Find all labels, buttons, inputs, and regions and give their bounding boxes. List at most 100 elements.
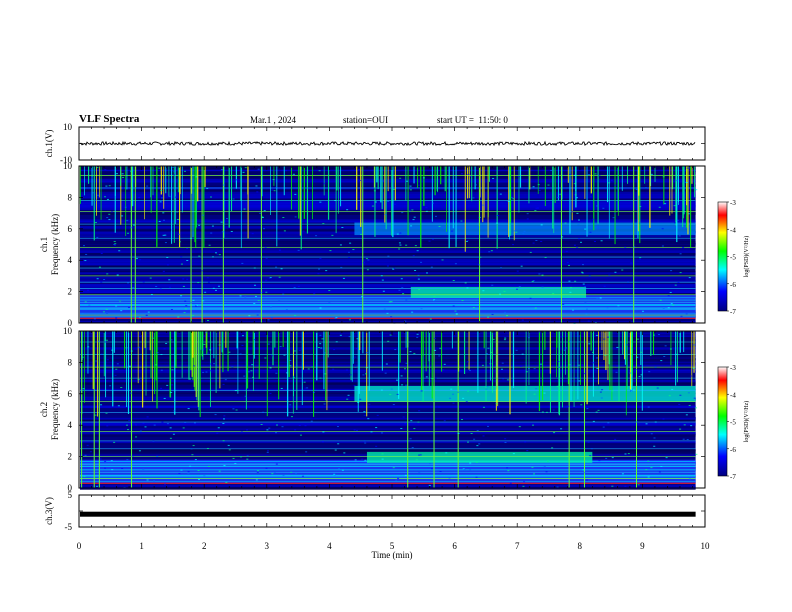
speckle <box>337 443 340 445</box>
speckle <box>130 350 133 352</box>
speckle <box>516 270 519 272</box>
speckle <box>246 429 249 431</box>
speckle <box>552 292 555 294</box>
speckle <box>664 345 667 347</box>
speckle <box>520 365 523 367</box>
speckle <box>531 466 534 468</box>
speckle <box>125 347 128 349</box>
speckle <box>325 270 328 272</box>
speckle <box>624 485 627 487</box>
bright-band-2khz <box>366 451 593 463</box>
x-tick-label: 5 <box>390 541 395 551</box>
speckle <box>541 286 544 288</box>
speckle <box>364 442 367 444</box>
noise-streak <box>80 263 696 265</box>
speckle <box>257 470 260 472</box>
speckle <box>591 218 594 220</box>
speckle <box>158 167 161 169</box>
speckle <box>534 307 537 309</box>
speckle <box>578 238 581 240</box>
speckle <box>106 312 109 314</box>
speckle <box>386 265 389 267</box>
x-tick-label: 7 <box>515 541 520 551</box>
speckle <box>533 368 536 370</box>
speckle <box>301 475 304 477</box>
ch1-waveform-ylabel: ch.1(V) <box>44 130 54 158</box>
speckle <box>674 284 677 286</box>
speckle <box>583 472 586 474</box>
speckle <box>138 317 141 319</box>
speckle <box>405 244 408 246</box>
speckle <box>106 217 109 219</box>
speckle <box>178 233 181 235</box>
speckle <box>393 267 396 269</box>
speckle <box>688 167 691 169</box>
speckle <box>362 374 365 376</box>
speckle <box>627 281 630 283</box>
noise-streak <box>80 274 696 276</box>
speckle <box>559 193 562 195</box>
speckle <box>246 455 249 457</box>
speckle <box>138 196 141 198</box>
speckle <box>94 222 97 224</box>
speckle <box>373 190 376 192</box>
speckle <box>84 454 87 456</box>
noise-streak <box>80 219 696 223</box>
speckle <box>677 224 680 226</box>
speckle <box>275 266 278 268</box>
speckle <box>482 290 485 292</box>
y-tick-label: 10 <box>63 161 73 171</box>
speckle <box>647 406 650 408</box>
speckle <box>664 203 667 205</box>
speckle <box>170 309 173 311</box>
speckle <box>418 410 421 412</box>
speckle <box>278 276 281 278</box>
speckle <box>409 185 412 187</box>
speckle <box>130 227 133 229</box>
speckle <box>638 222 641 224</box>
speckle <box>367 259 370 261</box>
speckle <box>205 371 208 373</box>
speckle <box>100 353 103 355</box>
noise-streak <box>80 293 696 296</box>
speckle <box>202 300 205 302</box>
speckle <box>145 314 148 316</box>
speckle <box>83 475 86 477</box>
speckle <box>120 387 123 389</box>
speckle <box>206 187 209 189</box>
speckle <box>320 347 323 349</box>
speckle <box>668 353 671 355</box>
speckle <box>97 340 100 342</box>
speckle <box>170 301 173 303</box>
speckle <box>690 375 693 377</box>
speckle <box>580 404 583 406</box>
speckle <box>500 368 503 370</box>
speckle <box>104 467 107 469</box>
speckle <box>332 368 335 370</box>
speckle <box>163 348 166 350</box>
speckle <box>104 196 107 198</box>
speckle <box>146 416 149 418</box>
speckle <box>692 367 695 369</box>
speckle <box>589 196 592 198</box>
speckle <box>516 288 519 290</box>
speckle <box>527 337 530 339</box>
speckle <box>611 390 614 392</box>
speckle <box>601 389 604 391</box>
start-time-label: start UT = 11:50: 0 <box>437 115 508 125</box>
speckle <box>180 263 183 265</box>
speckle <box>279 346 282 348</box>
speckle <box>462 468 465 470</box>
speckle <box>579 241 582 243</box>
speckle <box>662 307 665 309</box>
speckle <box>599 297 602 299</box>
speckle <box>613 213 616 215</box>
speckle <box>645 423 648 425</box>
speckle <box>537 184 540 186</box>
speckle <box>105 308 108 310</box>
speckle <box>354 356 357 358</box>
speckle <box>113 244 116 246</box>
colorbar-tick-label: -3 <box>730 199 736 207</box>
speckle <box>470 432 473 434</box>
speckle <box>87 346 90 348</box>
